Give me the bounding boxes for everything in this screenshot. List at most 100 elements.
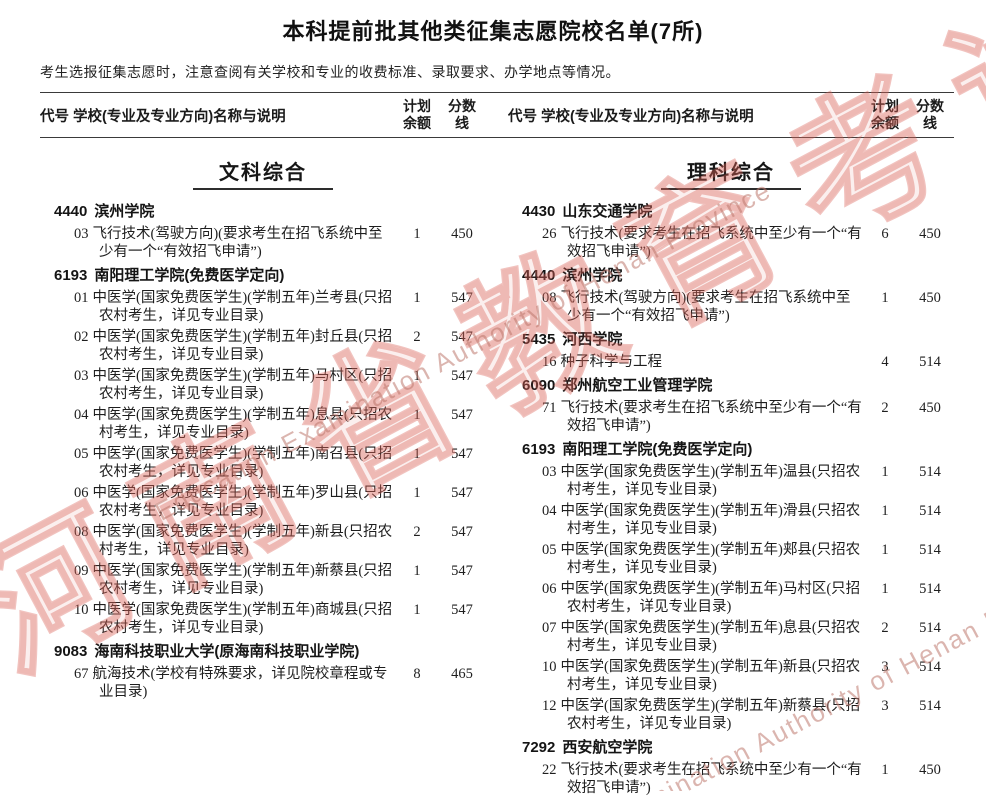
school-name: 河西学院 xyxy=(562,331,623,348)
school-code: 5435 xyxy=(522,331,556,348)
score-line-value: 547 xyxy=(451,485,473,501)
school-name: 郑州航空工业管理学院 xyxy=(562,377,713,394)
school-row: 5435 河西学院 xyxy=(522,330,954,350)
section-header: 理科综合 xyxy=(508,156,954,190)
program-desc: 06 中医学(国家免费医学生)(学制五年)马村区(只招农村考生，详见专业目录) xyxy=(542,581,861,615)
program-row: 12 中医学(国家免费医学生)(学制五年)新蔡县(只招农村考生，详见专业目录) 3 5… xyxy=(542,697,954,733)
program-code: 16 xyxy=(542,354,557,370)
program-desc: 02 中医学(国家免费医学生)(学制五年)封丘县(只招农村考生，详见专业目录) xyxy=(74,329,393,363)
score-line-value: 465 xyxy=(451,666,473,682)
header-plan-column: 计划 余额 xyxy=(871,98,899,131)
program-row: 10 中医学(国家免费医学生)(学制五年)新县(只招农村考生，详见专业目录) 3 51… xyxy=(542,658,954,694)
school-row: 6090 郑州航空工业管理学院 xyxy=(522,376,954,396)
column-list: 4430 山东交通学院 26 飞行技术(要求考生在招飞系统中至少有一个“有效招飞申请”… xyxy=(508,202,954,797)
school-row: 9083 海南科技职业大学(原海南科技职业学院) xyxy=(54,642,486,662)
score-line-value: 450 xyxy=(919,762,941,778)
program-code: 10 xyxy=(542,659,557,675)
score-line-value: 514 xyxy=(919,620,941,636)
plan-remainder-value: 6 xyxy=(881,226,889,242)
score-line-value: 547 xyxy=(451,563,473,579)
program-code: 07 xyxy=(542,620,557,636)
plan-remainder-value: 4 xyxy=(881,354,889,370)
program-code: 03 xyxy=(74,368,89,384)
program-row: 02 中医学(国家免费医学生)(学制五年)封丘县(只招农村考生，详见专业目录) 2 5… xyxy=(74,328,486,364)
program-row: 04 中医学(国家免费医学生)(学制五年)息县(只招农村考生，详见专业目录) 1 54… xyxy=(74,406,486,442)
program-row: 22 飞行技术(要求考生在招飞系统中至少有一个“有效招飞申请”) 1 450 xyxy=(542,761,954,797)
school-code: 6090 xyxy=(522,377,556,394)
program-desc: 04 中医学(国家免费医学生)(学制五年)息县(只招农村考生，详见专业目录) xyxy=(74,407,393,441)
school-row: 4440 滨州学院 xyxy=(54,202,486,222)
school-code: 7292 xyxy=(522,739,556,756)
school-row: 4440 滨州学院 xyxy=(522,266,954,286)
program-code: 22 xyxy=(542,762,557,778)
column-science: 理科综合 4430 山东交通学院 26 飞行技术(要求考生在招飞系统中至少有一个“有效… xyxy=(508,146,954,800)
program-row: 16 种子科学与工程 4 514 xyxy=(542,353,954,371)
page-title: 本科提前批其他类征集志愿院校名单(7所) xyxy=(282,19,704,44)
plan-remainder-value: 1 xyxy=(413,407,421,423)
column-liberal-arts: 文科综合 4440 滨州学院 03 飞行技术(驾驶方向)(要求考生在招飞系统中至少有一… xyxy=(40,146,486,800)
score-line-value: 547 xyxy=(451,329,473,345)
school-name: 滨州学院 xyxy=(562,267,623,284)
program-row: 03 中医学(国家免费医学生)(学制五年)马村区(只招农村考生，详见专业目录) 1 5… xyxy=(74,367,486,403)
school-name: 南阳理工学院(免费医学定向) xyxy=(94,267,285,284)
plan-remainder-value: 2 xyxy=(881,620,889,636)
program-desc: 12 中医学(国家免费医学生)(学制五年)新蔡县(只招农村考生，详见专业目录) xyxy=(542,698,861,732)
plan-remainder-value: 3 xyxy=(881,698,889,714)
program-code: 05 xyxy=(542,542,557,558)
program-desc: 22 飞行技术(要求考生在招飞系统中至少有一个“有效招飞申请”) xyxy=(542,762,862,796)
header-school-column: 代号 学校(专业及专业方向)名称与说明 xyxy=(508,108,754,125)
program-code: 10 xyxy=(74,602,89,618)
program-row: 06 中医学(国家免费医学生)(学制五年)马村区(只招农村考生，详见专业目录) 1 5… xyxy=(542,580,954,616)
plan-remainder-value: 1 xyxy=(413,226,421,242)
program-code: 02 xyxy=(74,329,89,345)
program-desc: 06 中医学(国家免费医学生)(学制五年)罗山县(只招农村考生，详见专业目录) xyxy=(74,485,393,519)
score-line-value: 514 xyxy=(919,698,941,714)
plan-remainder-value: 1 xyxy=(413,563,421,579)
score-line-value: 514 xyxy=(919,503,941,519)
program-row: 07 中医学(国家免费医学生)(学制五年)息县(只招农村考生，详见专业目录) 2 51… xyxy=(542,619,954,655)
program-code: 08 xyxy=(542,290,557,306)
plan-remainder-value: 1 xyxy=(413,446,421,462)
table-header-left: 代号 学校(专业及专业方向)名称与说明 计划 余额 分数 线 xyxy=(40,98,486,132)
section-title: 文科综合 xyxy=(193,156,333,190)
program-row: 08 中医学(国家免费医学生)(学制五年)新县(只招农村考生，详见专业目录) 2 54… xyxy=(74,523,486,559)
school-code: 4440 xyxy=(522,267,556,284)
plan-remainder-value: 8 xyxy=(413,666,421,682)
program-desc: 67 航海技术(学校有特殊要求，详见院校章程或专业目录) xyxy=(74,666,388,700)
plan-remainder-value: 2 xyxy=(413,524,421,540)
score-line-value: 450 xyxy=(919,226,941,242)
score-line-value: 514 xyxy=(919,542,941,558)
column-list: 4440 滨州学院 03 飞行技术(驾驶方向)(要求考生在招飞系统中至少有一个“有效招… xyxy=(40,202,486,701)
score-line-value: 450 xyxy=(451,226,473,242)
score-line-value: 450 xyxy=(919,290,941,306)
program-desc: 26 飞行技术(要求考生在招飞系统中至少有一个“有效招飞申请”) xyxy=(542,226,862,260)
table-header-band: 代号 学校(专业及专业方向)名称与说明 计划 余额 分数 线 代号 学校(专业及… xyxy=(40,92,954,138)
program-row: 26 飞行技术(要求考生在招飞系统中至少有一个“有效招飞申请”) 6 450 xyxy=(542,225,954,261)
program-code: 04 xyxy=(74,407,89,423)
plan-remainder-value: 1 xyxy=(881,542,889,558)
program-row: 03 飞行技术(驾驶方向)(要求考生在招飞系统中至少有一个“有效招飞申请”) 1 45… xyxy=(74,225,486,261)
school-row: 6193 南阳理工学院(免费医学定向) xyxy=(54,266,486,286)
program-desc: 04 中医学(国家免费医学生)(学制五年)滑县(只招农村考生，详见专业目录) xyxy=(542,503,861,537)
program-code: 08 xyxy=(74,524,89,540)
program-desc: 03 飞行技术(驾驶方向)(要求考生在招飞系统中至少有一个“有效招飞申请”) xyxy=(74,226,383,260)
school-code: 9083 xyxy=(54,643,88,660)
program-row: 10 中医学(国家免费医学生)(学制五年)商城县(只招农村考生，详见专业目录) 1 5… xyxy=(74,601,486,637)
program-desc: 10 中医学(国家免费医学生)(学制五年)商城县(只招农村考生，详见专业目录) xyxy=(74,602,393,636)
school-name: 南阳理工学院(免费医学定向) xyxy=(562,441,753,458)
table-columns: 文科综合 4440 滨州学院 03 飞行技术(驾驶方向)(要求考生在招飞系统中至少有一… xyxy=(40,146,954,800)
score-line-value: 547 xyxy=(451,602,473,618)
score-line-value: 450 xyxy=(919,400,941,416)
program-code: 09 xyxy=(74,563,89,579)
program-row: 05 中医学(国家免费医学生)(学制五年)南召县(只招农村考生，详见专业目录) 1 5… xyxy=(74,445,486,481)
score-line-value: 514 xyxy=(919,659,941,675)
plan-remainder-value: 2 xyxy=(881,400,889,416)
plan-remainder-value: 1 xyxy=(413,602,421,618)
program-row: 03 中医学(国家免费医学生)(学制五年)温县(只招农村考生，详见专业目录) 1 51… xyxy=(542,463,954,499)
program-code: 71 xyxy=(542,400,557,416)
program-code: 05 xyxy=(74,446,89,462)
program-desc: 16 种子科学与工程 xyxy=(542,354,662,370)
school-row: 6193 南阳理工学院(免费医学定向) xyxy=(522,440,954,460)
school-code: 6193 xyxy=(54,267,88,284)
score-line-value: 547 xyxy=(451,524,473,540)
